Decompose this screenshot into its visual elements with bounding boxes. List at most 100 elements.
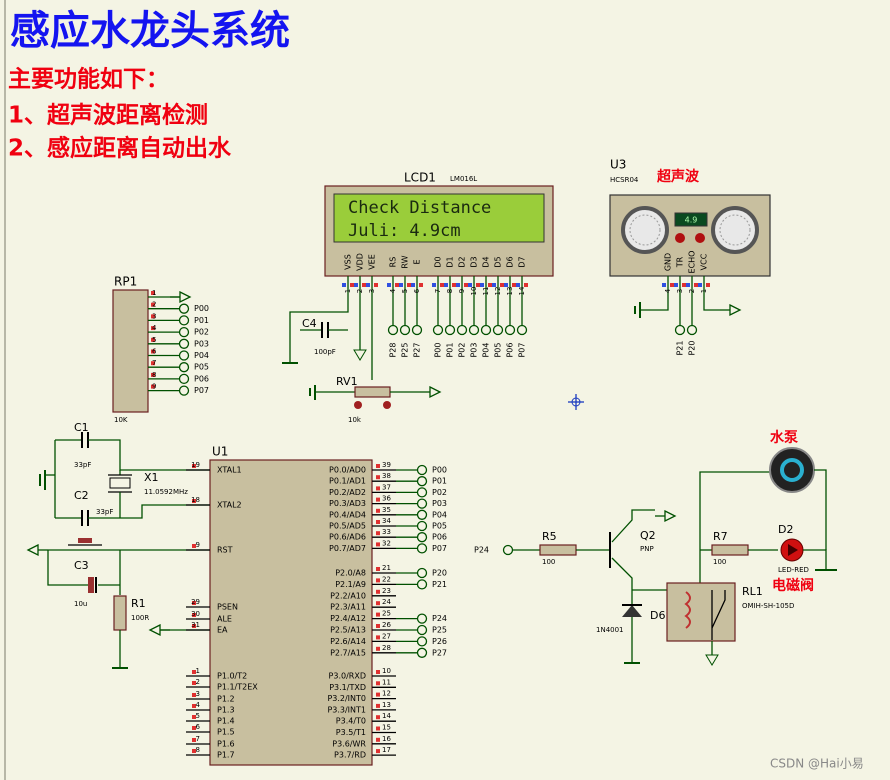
terminal: [178, 362, 190, 373]
pin-dot: [354, 283, 358, 287]
wire: [632, 471, 770, 591]
pin-number: 13: [506, 287, 514, 296]
terminal: [416, 498, 428, 509]
terminal: [686, 324, 698, 336]
pin-number: 8: [152, 371, 156, 379]
pin-name: D2: [458, 256, 467, 267]
net-label: P01: [432, 477, 447, 486]
pin-number: 2: [196, 678, 200, 686]
pin-name: RS: [389, 257, 398, 268]
pin-number: 24: [382, 598, 391, 606]
pin-number: 12: [382, 690, 391, 698]
pin-name: RW: [401, 255, 410, 268]
pin-number: 1: [700, 289, 708, 293]
pin-number: 7: [152, 359, 156, 367]
label: RV1: [336, 375, 358, 388]
pin-name: P3.5/T1: [336, 728, 366, 737]
pin-dot: [376, 624, 380, 628]
transducer-mesh: [629, 214, 661, 246]
pin-dot: [500, 283, 504, 287]
pin-dot: [504, 283, 508, 287]
net-label: P02: [194, 328, 209, 337]
net-label: P20: [688, 340, 697, 355]
label: C3: [74, 559, 89, 572]
pin-dot: [698, 283, 702, 287]
pin-name: P1.6: [217, 740, 235, 749]
wire: [289, 300, 349, 355]
pin-number: 5: [152, 336, 156, 344]
power-arrow: [148, 623, 161, 637]
terminal: [178, 373, 190, 385]
wire: [88, 439, 210, 471]
pin-dot: [456, 283, 460, 287]
pin-number: 33: [382, 528, 391, 536]
pin-dot: [192, 544, 196, 548]
pin-number: 10: [470, 287, 478, 296]
pin-number: 4: [196, 701, 201, 709]
pin-name: P0.2/AD2: [329, 488, 366, 497]
label: 10K: [114, 416, 128, 424]
component-body: [209, 459, 373, 766]
label: C1: [74, 421, 89, 434]
terminal: [411, 324, 423, 336]
wire: [711, 590, 726, 629]
pin-dot: [192, 693, 196, 697]
pin-dot: [376, 737, 380, 742]
pin-dot: [476, 283, 480, 287]
net-label: P04: [432, 510, 447, 519]
terminal: [416, 476, 428, 487]
net-label: P07: [518, 342, 527, 357]
net-label: P02: [458, 342, 467, 357]
power-arrow: [353, 349, 367, 361]
label: LCD1: [404, 171, 436, 185]
pin-dot: [151, 372, 155, 377]
pin-number: 11: [382, 678, 391, 686]
wire: [611, 557, 633, 640]
pin-number: 6: [413, 288, 421, 293]
pin-name: P0.4/AD4: [329, 510, 366, 519]
terminal: [387, 324, 399, 336]
cursor: [571, 397, 581, 407]
pin-dot: [376, 508, 380, 513]
net-label: P02: [432, 488, 447, 497]
net-label: P04: [194, 351, 209, 360]
pin-number: 3: [152, 312, 156, 320]
label: U3: [610, 158, 626, 172]
pin-number: 6: [196, 723, 201, 731]
pin-dot: [488, 283, 492, 287]
terminal: [178, 338, 190, 349]
pin-name: P3.2/INT0: [327, 694, 366, 703]
terminal: [416, 509, 428, 520]
pin-number: 11: [482, 287, 490, 296]
pin-dot: [399, 283, 403, 287]
pin-name: P0.6/AD6: [329, 533, 366, 542]
pin-number: 7: [196, 735, 200, 743]
resistor: [539, 544, 577, 556]
label: R1: [131, 597, 146, 610]
pin-dot: [674, 283, 678, 287]
pin-number: 3: [676, 289, 684, 293]
crystal: [109, 477, 131, 489]
pin-dot: [376, 692, 380, 697]
pin-dot: [444, 283, 448, 287]
pin-name: P3.7/RD: [334, 751, 366, 760]
wire: [640, 300, 669, 311]
pin-dot: [670, 283, 674, 287]
pin-name: D5: [494, 256, 503, 267]
label: C2: [74, 489, 89, 502]
pin-number: 1: [196, 667, 200, 675]
net-label: P04: [482, 342, 491, 357]
terminal: [416, 567, 428, 579]
label: LM016L: [450, 175, 477, 183]
pin-number: 17: [382, 746, 391, 754]
net-label: P05: [194, 363, 209, 372]
pin-dot: [151, 361, 155, 366]
pin-number: 25: [382, 610, 391, 618]
label: RP1: [114, 275, 137, 289]
pump-label: 水泵: [770, 429, 798, 446]
pin-name: P0.7/AD7: [329, 544, 366, 553]
pin-name: VDD: [356, 253, 365, 271]
net-label: P03: [470, 342, 479, 357]
terminal: [456, 324, 468, 336]
terminal: [416, 647, 428, 658]
